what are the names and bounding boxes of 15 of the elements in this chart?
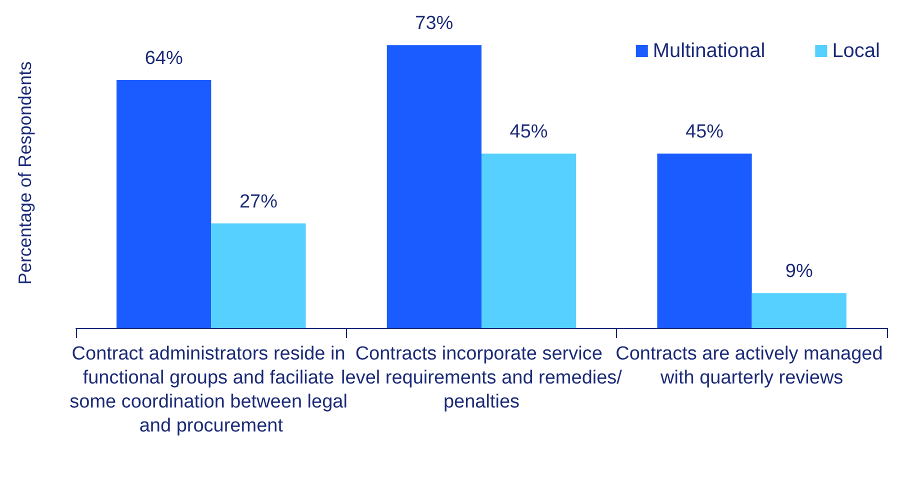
data-label: 27% <box>239 191 278 212</box>
data-label: 9% <box>785 261 813 282</box>
bar <box>386 45 482 328</box>
data-label: 45% <box>510 122 548 143</box>
data-label: 73% <box>415 13 454 34</box>
legend-label: Local <box>832 40 880 62</box>
y-axis-title: Percentage of Respondents <box>15 61 35 285</box>
legend-label: Multinational <box>652 40 766 62</box>
data-label: 45% <box>686 122 724 143</box>
bar <box>116 80 212 328</box>
bar <box>211 223 306 328</box>
bar <box>657 154 752 328</box>
bar <box>752 293 846 328</box>
data-label: 64% <box>144 48 183 69</box>
bar <box>482 154 576 328</box>
